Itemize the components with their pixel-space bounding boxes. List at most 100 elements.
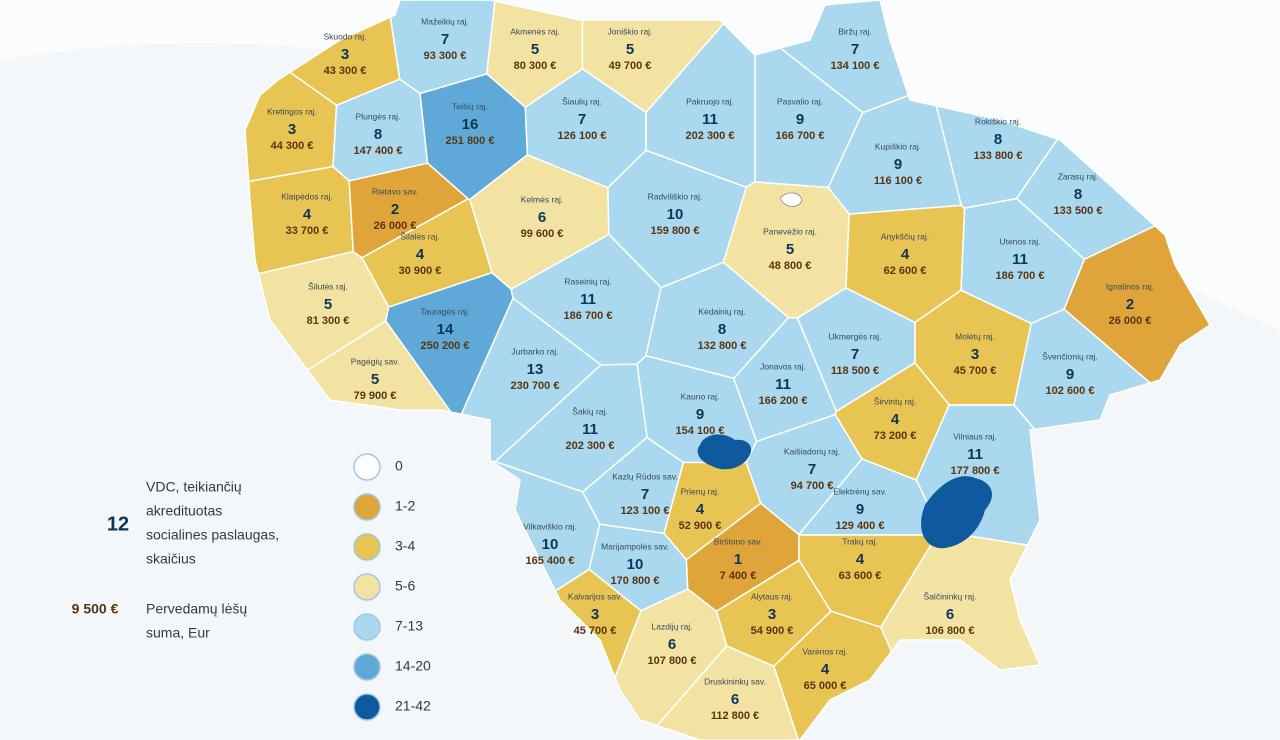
region-count: 4 — [901, 246, 910, 263]
region-amount: 123 100 € — [621, 505, 670, 517]
region-name: Kretingos raj. — [267, 106, 317, 116]
region-amount: 133 500 € — [1054, 205, 1103, 217]
region-amount: 33 700 € — [286, 225, 329, 237]
region-amount: 63 600 € — [839, 570, 882, 582]
legend-swatch — [353, 533, 381, 561]
region-name: Elektrėnų sav. — [833, 486, 886, 496]
region-name: Birštono sav. — [714, 536, 763, 546]
region-amount: 165 400 € — [526, 555, 575, 567]
region-name: Utenos raj. — [999, 236, 1040, 246]
region-amount: 186 700 € — [564, 310, 613, 322]
region-count: 8 — [1074, 186, 1082, 203]
region-name: Ukmergės raj. — [829, 331, 882, 341]
region-amount: 26 000 € — [1109, 315, 1152, 327]
region-count: 7 — [851, 346, 859, 363]
region-amount: 202 300 € — [566, 440, 615, 452]
region-name: Lazdijų raj. — [651, 621, 692, 631]
region-count: 2 — [391, 201, 399, 218]
legend-swatch — [353, 453, 381, 481]
regions — [244, 0, 1212, 740]
region-name: Prienų raj. — [681, 486, 720, 496]
count-example: 12 — [107, 513, 129, 535]
region-count: 6 — [731, 691, 739, 708]
region-count: 7 — [578, 111, 586, 128]
region — [1063, 225, 1212, 384]
region-count: 11 — [702, 111, 718, 128]
count-text: socialines paslaugas, — [146, 527, 279, 543]
amount-example: 9 500 € — [72, 601, 119, 617]
region-amount: 73 200 € — [874, 430, 917, 442]
region-name: Joniškio raj. — [608, 26, 653, 36]
region-count: 3 — [341, 46, 349, 63]
region-name: Ignalinos raj. — [1106, 281, 1154, 291]
region-count: 7 — [808, 461, 816, 478]
region-amount: 106 800 € — [926, 625, 975, 637]
region-count: 7 — [851, 41, 859, 58]
region-name: Šakių raj. — [572, 406, 607, 416]
legend: 0 1-2 3-4 5-6 7-13 14-20 21-42 12 VDC, teikianči… — [72, 453, 431, 721]
region-count: 3 — [288, 121, 296, 138]
region-amount: 126 100 € — [558, 130, 607, 142]
region-amount: 79 900 € — [354, 390, 397, 402]
region — [772, 610, 893, 740]
region-count: 4 — [856, 551, 865, 568]
region-count: 5 — [324, 296, 332, 313]
legend-label: 21-42 — [395, 698, 431, 714]
region-count: 16 — [462, 116, 479, 133]
region-amount: 44 300 € — [271, 140, 314, 152]
region-count: 11 — [582, 421, 598, 438]
region-name: Biržų raj. — [838, 26, 872, 36]
region-name: Raseinių raj. — [564, 276, 611, 286]
region-amount: 107 800 € — [648, 655, 697, 667]
region-amount: 118 500 € — [831, 365, 879, 377]
region-count: 9 — [696, 406, 704, 423]
legend-label: 14-20 — [395, 658, 431, 674]
region-count: 5 — [786, 241, 794, 258]
region-count: 2 — [1126, 296, 1134, 313]
region-count: 5 — [531, 41, 539, 58]
region-name: Skuodo raj. — [324, 31, 367, 41]
region-name: Jonavos raj. — [760, 361, 806, 371]
region-count: 8 — [374, 126, 382, 143]
region-name: Kėdainių raj. — [698, 306, 745, 316]
region-name: Klaipėdos raj. — [281, 191, 333, 201]
legend-label: 5-6 — [395, 578, 415, 594]
region-amount: 45 700 € — [954, 365, 997, 377]
region-name: Anykščių raj. — [881, 231, 929, 241]
background-shape — [0, 0, 1280, 330]
count-text: skaičius — [146, 551, 196, 567]
region-name: Šiaulių raj. — [562, 96, 602, 106]
region-count: 4 — [416, 246, 425, 263]
region-count: 3 — [768, 606, 776, 623]
region-name: Pagėgių sav. — [351, 356, 400, 366]
region-amount: 202 300 € — [686, 130, 735, 142]
kaunas-city — [697, 434, 752, 470]
region-name: Kelmės raj. — [521, 194, 564, 204]
region-amount: 230 700 € — [511, 380, 560, 392]
region-name: Kazlų Rūdos sav. — [612, 471, 678, 481]
region-count: 4 — [303, 206, 312, 223]
region-amount: 43 300 € — [324, 65, 367, 77]
count-text: akredituotas — [146, 503, 222, 519]
region-name: Tauragės raj. — [420, 306, 469, 316]
region-amount: 30 900 € — [399, 265, 442, 277]
region-amount: 94 700 € — [791, 480, 834, 492]
region-name: Mažeikių raj. — [421, 16, 469, 26]
region-amount: 62 600 € — [884, 265, 927, 277]
region-name: Panevėžio raj. — [763, 226, 817, 236]
region-count: 4 — [891, 411, 900, 428]
region-count: 9 — [894, 156, 902, 173]
region-name: Pakruojo raj. — [686, 96, 734, 106]
cities — [697, 192, 993, 549]
region-count: 3 — [591, 606, 599, 623]
region-name: Akmenės raj. — [510, 26, 560, 36]
region-count: 13 — [527, 361, 544, 378]
region-name: Telšių raj. — [452, 101, 488, 111]
region-name: Širvintų raj. — [874, 396, 917, 406]
region-amount: 93 300 € — [424, 50, 467, 62]
region-count: 5 — [626, 41, 634, 58]
panevezys-city — [779, 192, 803, 207]
region-name: Vilniaus raj. — [953, 431, 997, 441]
region-name: Kauno raj. — [681, 391, 720, 401]
